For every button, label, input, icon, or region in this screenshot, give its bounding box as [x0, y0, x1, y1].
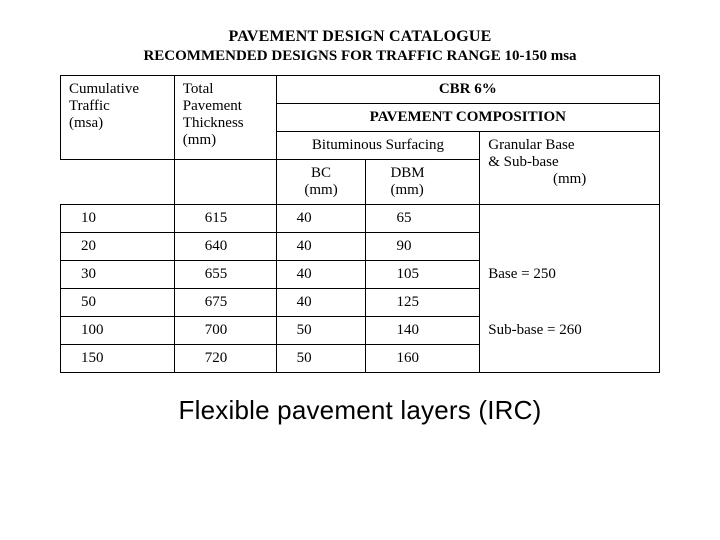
col-header-cbr: CBR 6%: [276, 76, 659, 104]
col-header-dbm-l1: DBM: [390, 165, 424, 181]
cell-traffic: 30: [61, 261, 175, 289]
cell-thickness: 720: [174, 345, 276, 373]
cell-granular-base: Base = 250: [480, 261, 660, 317]
cell-traffic: 150: [61, 345, 175, 373]
col-header-thickness-l4: (mm): [183, 132, 216, 148]
cell-bc: 40: [276, 261, 366, 289]
col-header-granular: Granular Base & Sub-base (mm): [480, 132, 660, 205]
cell-dbm: 65: [366, 205, 480, 233]
cell-thickness: 640: [174, 233, 276, 261]
col-header-thickness-l1: Total: [183, 81, 214, 97]
col-header-composition: PAVEMENT COMPOSITION: [276, 104, 659, 132]
cell-bc: 50: [276, 345, 366, 373]
col-header-traffic-l1: Cumulative: [69, 81, 139, 97]
cell-thickness: 675: [174, 289, 276, 317]
table-row: 100 700 50 140 Sub-base = 260: [61, 317, 660, 345]
cell-dbm: 140: [366, 317, 480, 345]
col-header-bc: BC (mm): [276, 160, 366, 205]
col-header-bituminous: Bituminous Surfacing: [276, 132, 480, 160]
cell-bc: 40: [276, 233, 366, 261]
col-header-thickness: Total Pavement Thickness (mm): [174, 76, 276, 160]
cell-dbm: 90: [366, 233, 480, 261]
cell-traffic: 20: [61, 233, 175, 261]
col-header-thickness-l3: Thickness: [183, 115, 244, 131]
cell-traffic: 10: [61, 205, 175, 233]
col-header-granular-l3: (mm): [488, 171, 651, 188]
title-line-1: PAVEMENT DESIGN CATALOGUE: [60, 28, 660, 46]
col-header-traffic-l2: Traffic: [69, 98, 110, 114]
cell-granular-empty-top: [480, 205, 660, 261]
table-row: 10 615 40 65: [61, 205, 660, 233]
col-header-granular-l1: Granular Base: [488, 137, 574, 153]
col-header-traffic-l3: (msa): [69, 115, 103, 131]
cell-thickness: 655: [174, 261, 276, 289]
cell-dbm: 125: [366, 289, 480, 317]
col-header-dbm-l2: (mm): [390, 182, 423, 198]
col-header-granular-l2: & Sub-base: [488, 154, 558, 170]
cell-traffic: 50: [61, 289, 175, 317]
col-header-traffic: Cumulative Traffic (msa): [61, 76, 175, 160]
cell-bc: 50: [276, 317, 366, 345]
cell-thickness: 700: [174, 317, 276, 345]
cell-granular-subbase: Sub-base = 260: [480, 317, 660, 373]
cell-bc: 40: [276, 205, 366, 233]
cell-thickness: 615: [174, 205, 276, 233]
pavement-table: Cumulative Traffic (msa) Total Pavement …: [60, 75, 660, 373]
col-header-thickness-l2: Pavement: [183, 98, 242, 114]
title-line-2: RECOMMENDED DESIGNS FOR TRAFFIC RANGE 10…: [60, 48, 660, 65]
cell-traffic: 100: [61, 317, 175, 345]
table-row: 30 655 40 105 Base = 250: [61, 261, 660, 289]
cell-bc: 40: [276, 289, 366, 317]
cell-dbm: 105: [366, 261, 480, 289]
col-header-bc-l1: BC: [311, 165, 331, 181]
col-header-bc-l2: (mm): [304, 182, 337, 198]
col-header-dbm: DBM (mm): [366, 160, 480, 205]
figure-caption: Flexible pavement layers (IRC): [60, 395, 660, 426]
title-block: PAVEMENT DESIGN CATALOGUE RECOMMENDED DE…: [60, 28, 660, 65]
cell-dbm: 160: [366, 345, 480, 373]
